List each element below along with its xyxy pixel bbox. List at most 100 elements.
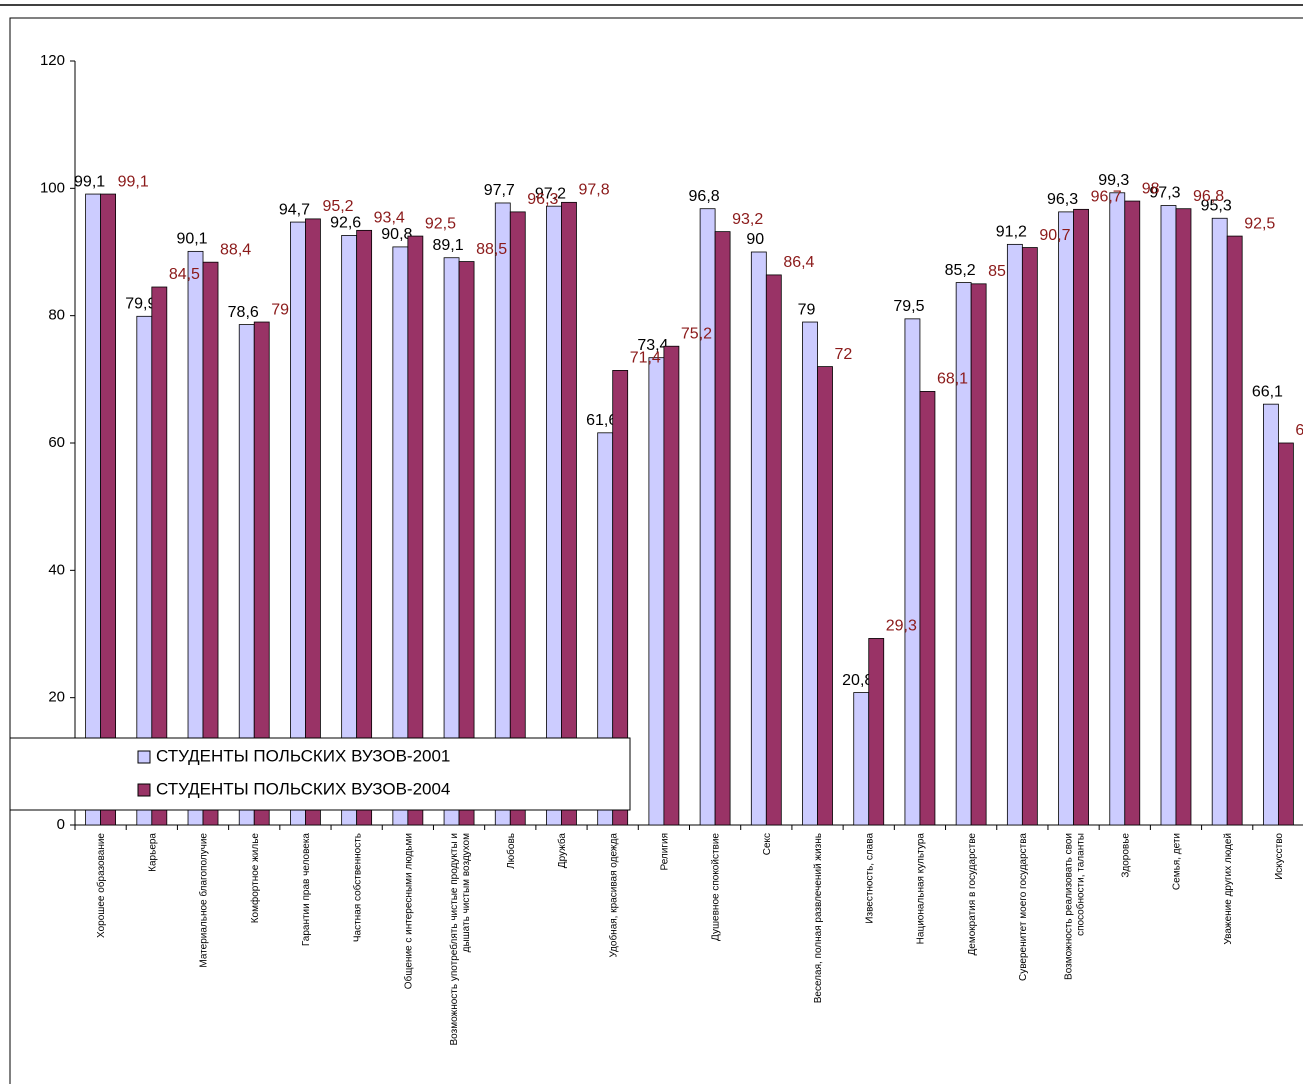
x-tick-label: Веселая, полная развлечений жизнь [813, 833, 824, 1003]
x-tick-label: Гарантии прав человека [301, 833, 312, 947]
x-tick-label: Общение с интересными людьми [402, 833, 414, 989]
value-label: 89,1 [432, 237, 463, 254]
x-tick-label: Демократия в государстве [967, 833, 978, 956]
x-tick-label: Национальная культура [916, 833, 927, 945]
chart-frame [9, 17, 1303, 1089]
bar [904, 318, 921, 826]
value-label: 97,2 [535, 185, 566, 202]
bar [1073, 208, 1089, 826]
bar [612, 370, 629, 826]
value-label: 99,3 [1098, 172, 1129, 189]
bar [955, 282, 972, 826]
value-label: 92,6 [330, 215, 361, 232]
value-label: 90 [746, 231, 764, 248]
bar [458, 261, 475, 826]
bar [714, 231, 731, 826]
y-tick-label: 0 [57, 816, 65, 833]
bar [85, 193, 102, 826]
y-tick-label: 20 [48, 689, 65, 706]
x-tick-label: Семья, дети [1172, 833, 1183, 890]
value-label: 73,4 [637, 337, 668, 354]
x-tick-label: Возможность употреблять чистые продукты … [448, 833, 472, 1046]
value-label: 88,4 [220, 241, 251, 258]
value-label: 98 [1142, 180, 1160, 197]
value-label: 97,3 [1149, 185, 1180, 202]
value-label: 99,1 [74, 173, 105, 190]
value-label: 96,3 [527, 191, 558, 208]
bar [699, 208, 716, 826]
value-label: 78,6 [228, 304, 259, 321]
bar [1124, 200, 1141, 826]
x-tick-label: Карьера [147, 833, 158, 872]
value-label: 72 [835, 346, 853, 363]
value-label: 96,7 [1091, 189, 1122, 206]
bar [1021, 247, 1038, 826]
bar [356, 229, 373, 826]
legend: СТУДЕНТЫ ПОЛЬСКИХ ВУЗОВ-2001 СТУДЕНТЫ ПОЛ… [9, 737, 631, 811]
x-tick-label: Суверенитет моего государства [1018, 833, 1029, 981]
value-label: 97,7 [484, 182, 515, 199]
value-label: 20,8 [842, 672, 873, 689]
value-label: 95,3 [1201, 197, 1232, 214]
x-tick-label: Здоровье [1120, 833, 1131, 878]
bar [494, 202, 511, 826]
x-tick-label: Удобная, красивая одежда [607, 833, 619, 958]
bar [151, 286, 168, 826]
bar [100, 193, 117, 826]
bar [750, 251, 767, 826]
legend-label: СТУДЕНТЫ ПОЛЬСКИХ ВУЗОВ-2001 [156, 746, 450, 765]
value-label: 60 [1295, 422, 1303, 439]
bar [1175, 208, 1192, 826]
bar [1262, 403, 1279, 826]
bar [648, 357, 665, 826]
value-label: 93,4 [374, 210, 405, 227]
bar [202, 261, 219, 826]
value-label: 92,5 [1244, 215, 1275, 232]
x-tick-label: Уважение других людей [1223, 833, 1234, 945]
x-tick-label: Секс [762, 833, 773, 855]
value-label: 90,7 [1039, 227, 1070, 244]
bar [1058, 211, 1074, 826]
value-label: 93,2 [732, 211, 763, 228]
value-label: 79,5 [893, 298, 924, 315]
bar [802, 321, 818, 826]
value-label: 75,2 [681, 325, 712, 342]
value-label: 86,4 [783, 254, 814, 271]
x-tick-label: Возможность реализовать своиспособности,… [1063, 833, 1086, 980]
value-label: 95,2 [322, 198, 353, 215]
x-tick-label: Хорошее образование [95, 833, 107, 938]
x-tick-label: Искусство [1274, 833, 1285, 880]
bar [341, 235, 358, 826]
value-label: 85,2 [945, 262, 976, 279]
value-label: 96,3 [1047, 191, 1078, 208]
value-label: 79,9 [125, 296, 156, 313]
value-label: 92,5 [425, 215, 456, 232]
bar [817, 366, 833, 826]
legend-label: СТУДЕНТЫ ПОЛЬСКИХ ВУЗОВ-2004 [156, 779, 450, 798]
bar [509, 211, 526, 826]
bar [1277, 442, 1294, 826]
value-label: 29,3 [886, 618, 917, 635]
bar [853, 692, 870, 826]
value-label: 61,6 [586, 412, 617, 429]
value-label: 79 [271, 301, 289, 318]
bar [663, 345, 680, 826]
value-label: 66,1 [1252, 383, 1283, 400]
bar [1160, 205, 1177, 826]
value-label: 94,7 [279, 201, 310, 218]
bar [1226, 235, 1243, 826]
value-label: 99,1 [118, 173, 149, 190]
value-label: 84,5 [169, 266, 200, 283]
value-label: 71,4 [630, 350, 661, 367]
bar [919, 391, 936, 826]
value-label: 96,8 [1193, 188, 1224, 205]
legend-swatch [137, 783, 151, 797]
bar [290, 221, 306, 826]
value-label: 88,5 [476, 241, 507, 258]
bar [1211, 217, 1228, 826]
x-tick-label: Частная собственность [351, 833, 363, 942]
value-label: 96,8 [689, 188, 720, 205]
bar [561, 201, 577, 826]
bar [765, 274, 782, 826]
